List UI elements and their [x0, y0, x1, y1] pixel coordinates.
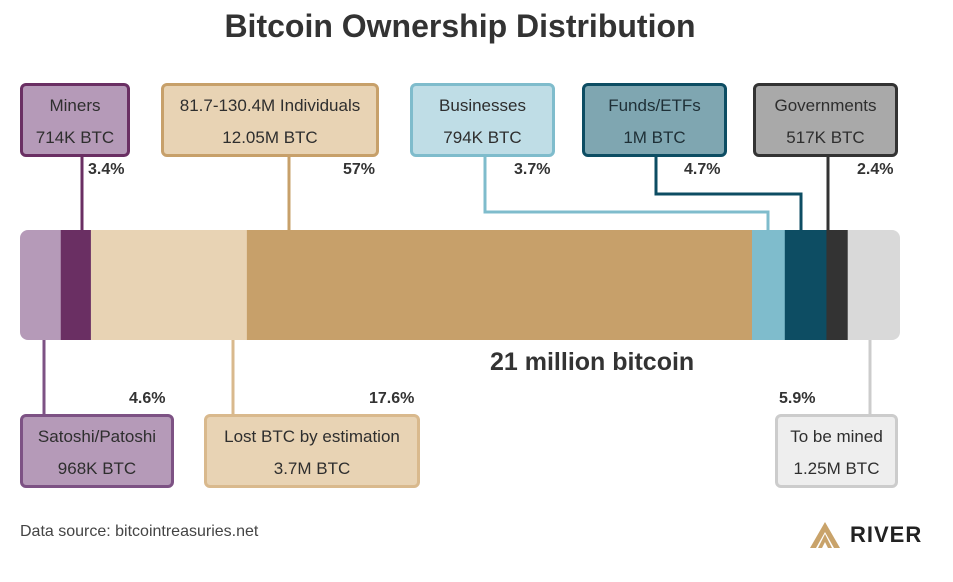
connector-lines — [42, 157, 872, 414]
brand-name: RIVER — [850, 522, 923, 547]
segment-btc: 714K BTC — [35, 128, 115, 147]
chart-title: Bitcoin Ownership Distribution — [224, 8, 696, 44]
segment-name: Funds/ETFs — [608, 96, 701, 115]
bar-segment-funds — [784, 230, 827, 340]
percent-label-businesses: 3.7% — [514, 161, 551, 178]
bar-segment-lost — [90, 230, 248, 340]
label-box-tobemined: To be mined 1.25M BTC — [775, 414, 898, 488]
label-box-individuals: 81.7-130.4M Individuals 12.05M BTC — [161, 83, 379, 157]
segment-btc: 3.7M BTC — [273, 459, 351, 478]
segment-name: Businesses — [439, 96, 526, 115]
label-box-governments: Governments 517K BTC — [753, 83, 898, 157]
bar-segment-individuals — [246, 230, 753, 340]
segment-btc: 517K BTC — [786, 128, 865, 147]
segment-btc: 968K BTC — [57, 459, 137, 478]
percent-label-governments: 2.4% — [857, 161, 894, 178]
segment-btc: 1.25M BTC — [793, 459, 880, 478]
bar-segment-miners — [60, 230, 92, 340]
percent-label-miners: 3.4% — [88, 161, 125, 178]
stacked-bar — [20, 230, 900, 340]
label-box-miners: Miners 714K BTC — [20, 83, 130, 157]
label-box-satoshi: Satoshi/Patoshi 968K BTC — [20, 414, 174, 488]
bar-segment-businesses — [752, 230, 786, 340]
river-logo: RIVER — [808, 518, 922, 552]
percent-label-funds: 4.7% — [684, 161, 721, 178]
segment-name: Governments — [774, 96, 877, 115]
label-box-businesses: Businesses 794K BTC — [410, 83, 555, 157]
segment-btc: 794K BTC — [443, 128, 522, 147]
bar-segment-governments — [826, 230, 849, 340]
percent-label-lost: 17.6% — [369, 390, 415, 407]
segment-btc: 12.05M BTC — [222, 128, 318, 147]
percent-label-tobemined: 5.9% — [779, 390, 816, 407]
segment-name: 81.7-130.4M Individuals — [179, 96, 361, 115]
segment-btc: 1M BTC — [623, 128, 686, 147]
segment-name: Lost BTC by estimation — [224, 427, 400, 446]
connector-funds — [654, 157, 803, 230]
bar-segment-satoshi — [20, 230, 62, 340]
segment-name: Miners — [49, 96, 101, 115]
total-label: 21 million bitcoin — [490, 348, 695, 376]
data-source: Data source: bitcointreasuries.net — [20, 523, 259, 540]
connector-businesses — [483, 157, 770, 230]
percent-label-individuals: 57% — [343, 161, 376, 178]
label-box-lost: Lost BTC by estimation 3.7M BTC — [204, 414, 420, 488]
segment-name: Satoshi/Patoshi — [37, 427, 157, 446]
percent-label-satoshi: 4.6% — [129, 390, 166, 407]
segment-name: To be mined — [790, 427, 883, 446]
river-mountain-icon — [810, 522, 840, 548]
bar-segment-tobemined — [847, 230, 900, 340]
label-box-funds: Funds/ETFs 1M BTC — [582, 83, 727, 157]
